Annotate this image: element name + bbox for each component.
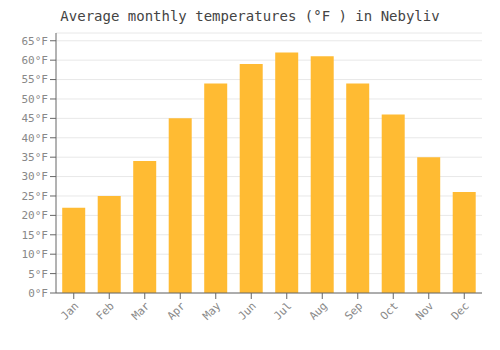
svg-text:25°F: 25°F: [22, 190, 49, 203]
svg-text:40°F: 40°F: [22, 132, 49, 145]
svg-text:10°F: 10°F: [22, 248, 49, 261]
svg-text:Mar: Mar: [129, 299, 153, 323]
svg-text:30°F: 30°F: [22, 170, 49, 183]
svg-text:65°F: 65°F: [22, 35, 49, 48]
html-text:Average monthly temperatures (: Average monthly temperatures (°F ) in Ne…: [60, 8, 440, 24]
svg-text:35°F: 35°F: [22, 151, 49, 164]
svg-text:Oct: Oct: [378, 299, 401, 322]
svg-text:May: May: [200, 299, 224, 323]
svg-text:20°F: 20°F: [22, 209, 49, 222]
svg-text:Feb: Feb: [94, 299, 117, 322]
svg-text:15°F: 15°F: [22, 229, 49, 242]
svg-text:Dec: Dec: [449, 299, 472, 322]
svg-text:Aug: Aug: [307, 299, 330, 322]
svg-text:Sep: Sep: [342, 299, 365, 322]
svg-text:45°F: 45°F: [22, 112, 49, 125]
svg-text:Nov: Nov: [413, 299, 437, 323]
svg-text:Jun: Jun: [236, 299, 259, 322]
svg-text:0°F: 0°F: [28, 287, 48, 300]
svg-text:55°F: 55°F: [22, 73, 49, 86]
svg-text:Apr: Apr: [165, 299, 189, 323]
svg-text:5°F: 5°F: [28, 268, 48, 281]
svg-text:Jul: Jul: [271, 299, 294, 322]
svg-text:60°F: 60°F: [22, 54, 49, 67]
svg-text:Jan: Jan: [58, 299, 81, 322]
svg-text:50°F: 50°F: [22, 93, 49, 106]
